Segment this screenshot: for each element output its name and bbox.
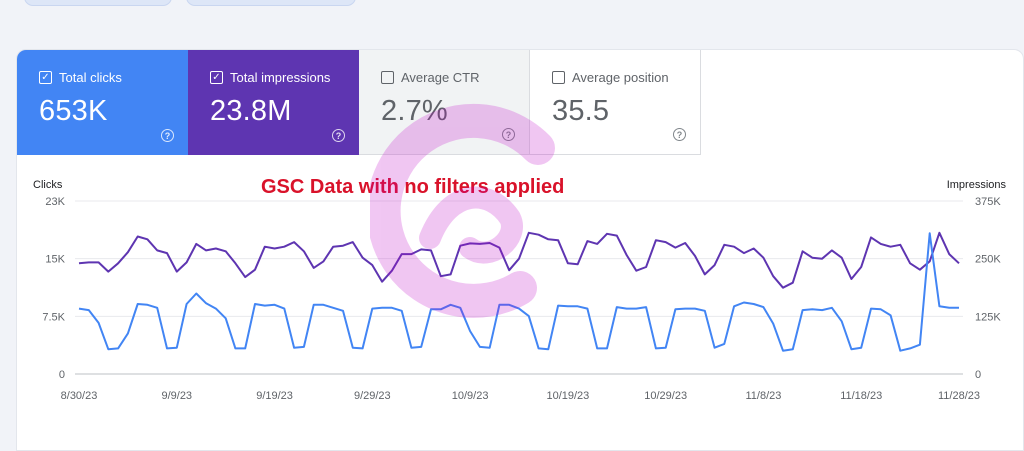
series-line-impressions [78, 231, 960, 289]
top-filter-chip-1[interactable] [24, 0, 172, 6]
performance-chart: Clicks Impressions GSC Data with no filt… [33, 176, 1007, 402]
y-left-tick-label: 23K [45, 196, 65, 208]
series-line-clicks [78, 232, 959, 352]
y-right-title: Impressions [947, 179, 1007, 191]
checkbox-empty-icon[interactable] [381, 71, 394, 84]
logo-watermark [370, 103, 555, 318]
metric-label: Total clicks [59, 70, 122, 85]
x-tick-label: 11/8/23 [745, 390, 781, 402]
x-tick-label: 10/9/23 [452, 390, 489, 402]
y-right-tick-label: 0 [975, 369, 981, 381]
metric-label: Total impressions [230, 70, 331, 85]
y-right-tick-label: 375K [975, 196, 1001, 208]
checkbox-empty-icon[interactable] [552, 71, 565, 84]
check-icon[interactable]: ✓ [210, 71, 223, 84]
x-tick-label: 11/28/23 [938, 390, 980, 402]
metric-label: Average position [572, 70, 669, 85]
chart-annotation: GSC Data with no filters applied [261, 176, 564, 198]
x-tick-label: 10/19/23 [546, 390, 589, 402]
y-left-title: Clicks [33, 179, 63, 191]
metric-label: Average CTR [401, 70, 480, 85]
y-left-tick-label: 7.5K [42, 311, 65, 323]
metric-total-clicks[interactable]: ✓ Total clicks 653K ? [17, 50, 188, 155]
check-icon[interactable]: ✓ [39, 71, 52, 84]
y-left-ticks: 0 7.5K 15K 23K [42, 196, 65, 381]
y-right-tick-label: 125K [975, 311, 1001, 323]
y-right-tick-label: 250K [975, 254, 1001, 266]
metric-total-impressions[interactable]: ✓ Total impressions 23.8M ? [188, 50, 359, 155]
metric-value: 23.8M [210, 95, 292, 127]
performance-card: ✓ Total clicks 653K ? ✓ Total impression… [16, 49, 1024, 451]
metric-value: 35.5 [552, 95, 610, 127]
metric-tabs: ✓ Total clicks 653K ? ✓ Total impression… [17, 50, 701, 155]
x-tick-label: 10/29/23 [644, 390, 687, 402]
help-circle-icon[interactable]: ? [161, 129, 174, 142]
metric-value: 2.7% [381, 95, 448, 127]
x-tick-label: 11/18/23 [840, 390, 882, 402]
help-circle-icon[interactable]: ? [332, 129, 345, 142]
help-circle-icon[interactable]: ? [502, 128, 515, 141]
x-tick-label: 9/9/23 [161, 390, 192, 402]
chart-series [78, 231, 960, 352]
x-tick-label: 8/30/23 [61, 390, 98, 402]
metric-value: 653K [39, 95, 108, 127]
x-ticks: 8/30/23 9/9/23 9/19/23 9/29/23 10/9/23 10/19/… [61, 390, 980, 402]
metric-average-position[interactable]: Average position 35.5 ? [530, 50, 701, 155]
metric-average-ctr[interactable]: Average CTR 2.7% ? [359, 50, 530, 155]
y-left-tick-label: 0 [59, 369, 65, 381]
top-filter-chip-2[interactable] [186, 0, 356, 6]
x-tick-label: 9/29/23 [354, 390, 391, 402]
y-right-ticks: 0 125K 250K 375K [975, 196, 1001, 381]
y-left-tick-label: 15K [45, 254, 65, 266]
help-circle-icon[interactable]: ? [673, 128, 686, 141]
x-tick-label: 9/19/23 [256, 390, 293, 402]
